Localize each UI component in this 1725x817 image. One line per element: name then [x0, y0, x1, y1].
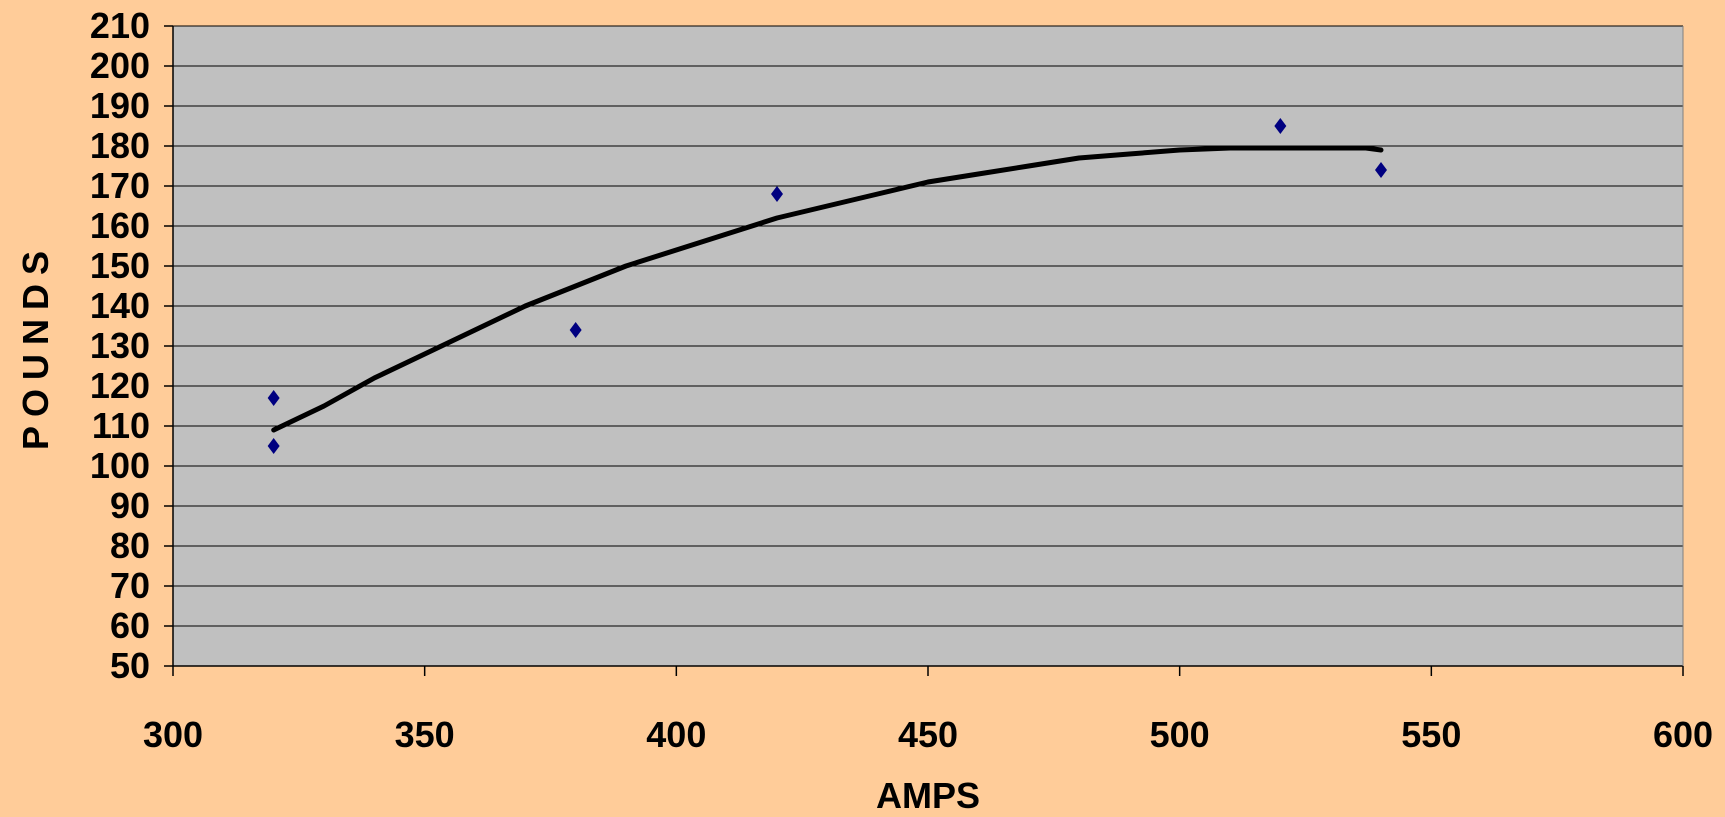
data-point	[569, 322, 582, 338]
x-axis-ticks: 300 350 400 450 500 550 600	[143, 666, 1713, 755]
scatter-series	[267, 118, 1387, 454]
y-tick-label: 150	[90, 245, 150, 286]
y-tick-label: 120	[90, 365, 150, 406]
x-tick-label: 350	[395, 714, 455, 755]
data-point	[1375, 162, 1387, 178]
y-axis-ticks: 5060708090100110120130140150160170180190…	[90, 5, 173, 686]
trend-line-series	[271, 145, 1384, 433]
y-tick-label: 50	[110, 645, 150, 686]
gridlines	[173, 25, 1683, 627]
y-tick-label: 80	[110, 525, 150, 566]
x-tick-label: 450	[898, 714, 958, 755]
y-tick-label: 180	[90, 125, 150, 166]
trend-line	[271, 145, 1384, 433]
x-tick-label: 600	[1653, 714, 1713, 755]
y-tick-label: 210	[90, 5, 150, 46]
y-tick-label: 70	[110, 565, 150, 606]
x-tick-label: 550	[1401, 714, 1461, 755]
x-axis-title: AMPS	[876, 775, 980, 816]
y-tick-label: 110	[92, 405, 150, 446]
data-point	[771, 186, 783, 202]
y-tick-label: 130	[90, 325, 150, 366]
x-tick-label: 500	[1150, 714, 1210, 755]
y-tick-label: 170	[90, 165, 150, 206]
y-tick-label: 60	[110, 605, 150, 646]
y-tick-label: 160	[90, 205, 150, 246]
x-tick-label: 400	[646, 714, 706, 755]
y-tick-label: 190	[90, 85, 150, 126]
y-tick-label: 140	[90, 285, 150, 326]
data-point	[267, 390, 280, 406]
x-tick-label: 300	[143, 714, 203, 755]
y-tick-label: 100	[90, 445, 150, 486]
y-tick-label: 200	[90, 45, 150, 86]
data-point	[267, 438, 280, 454]
y-tick-label: 90	[110, 485, 150, 526]
data-point	[1274, 118, 1287, 134]
y-axis-title: POUNDS	[15, 242, 56, 450]
